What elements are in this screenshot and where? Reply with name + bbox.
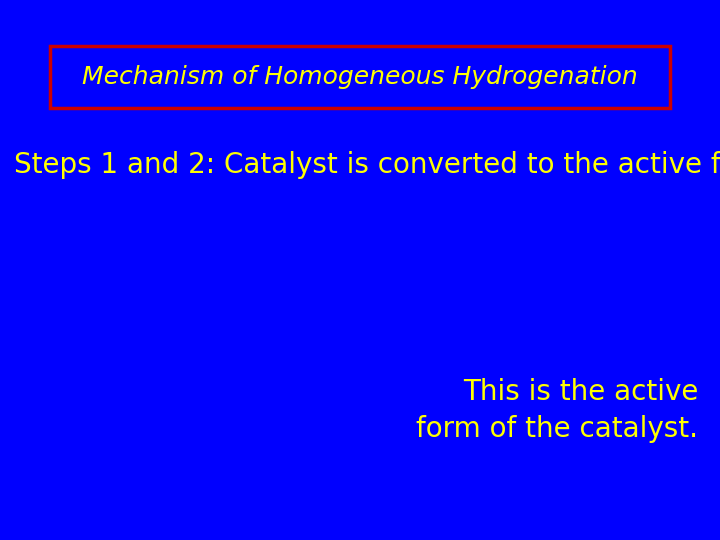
Text: Mechanism of Homogeneous Hydrogenation: Mechanism of Homogeneous Hydrogenation [82,65,638,89]
Text: Steps 1 and 2: Catalyst is converted to the active form.: Steps 1 and 2: Catalyst is converted to … [14,151,720,179]
Text: This is the active
form of the catalyst.: This is the active form of the catalyst. [416,378,698,443]
